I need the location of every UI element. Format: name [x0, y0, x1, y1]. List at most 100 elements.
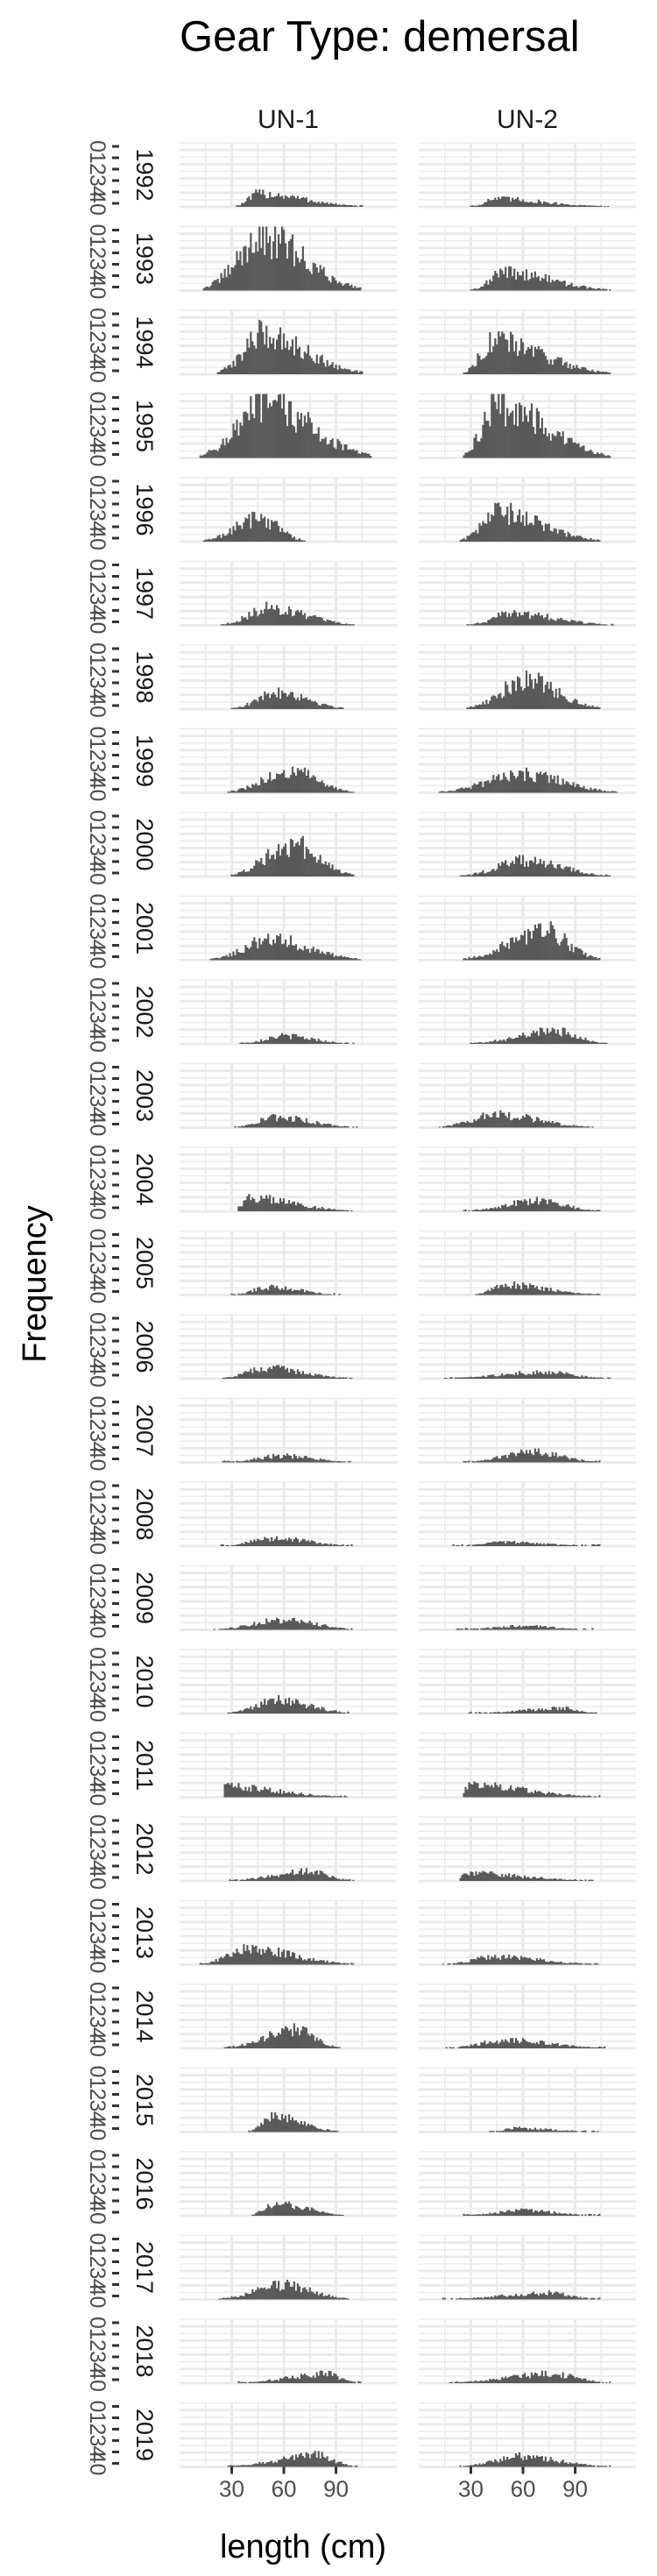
- histogram-bar: [539, 923, 541, 961]
- histogram-bar: [230, 1377, 233, 1379]
- histogram-bar: [581, 1125, 583, 1128]
- histogram-bar: [264, 394, 266, 458]
- histogram-bar: [558, 1628, 561, 1630]
- histogram-bar: [542, 279, 545, 291]
- histogram-bar: [546, 681, 548, 709]
- y-tick-label: 40: [85, 2200, 110, 2225]
- histogram-bar: [300, 2120, 302, 2132]
- histogram-bar: [296, 768, 300, 793]
- histogram-bar: [505, 1789, 507, 1798]
- histogram-bar: [555, 783, 557, 793]
- histogram-bar: [236, 707, 238, 709]
- histogram-bar: [491, 514, 493, 542]
- histogram-bar: [343, 1962, 346, 1965]
- histogram-bar: [519, 1542, 523, 1546]
- histogram-bar: [317, 1874, 320, 1881]
- histogram-bar: [584, 623, 587, 626]
- histogram-bar: [494, 951, 497, 961]
- histogram-bar: [300, 413, 302, 458]
- histogram-bar: [508, 2128, 511, 2132]
- histogram-bar: [230, 1544, 233, 1546]
- histogram-bar: [565, 1291, 568, 1295]
- histogram-bar: [277, 774, 280, 793]
- histogram-bar: [258, 696, 261, 709]
- histogram-bar: [457, 1377, 460, 1379]
- histogram-bar: [282, 1289, 286, 1295]
- histogram-bar: [336, 2131, 339, 2132]
- histogram-bar: [234, 1879, 237, 1881]
- histogram-bar: [583, 1459, 585, 1463]
- histogram-bar: [267, 1289, 270, 1295]
- histogram-bar: [284, 243, 287, 291]
- histogram-bar: [598, 958, 601, 961]
- panel-background: [419, 1231, 636, 1295]
- histogram-bar: [492, 695, 495, 709]
- histogram-bar: [581, 1039, 583, 1044]
- histogram-bar: [492, 515, 495, 542]
- histogram-bar: [491, 1956, 493, 1965]
- histogram-bar: [301, 1205, 304, 1211]
- histogram-bar: [548, 275, 550, 291]
- y-tick-label: 1: [85, 1575, 110, 1587]
- histogram-bar: [352, 791, 355, 793]
- histogram-bar: [229, 1461, 231, 1463]
- histogram-bar: [342, 1543, 344, 1546]
- histogram-bar: [567, 1032, 569, 1044]
- y-tick-label: 4: [85, 186, 110, 198]
- histogram-bar: [350, 1543, 353, 1546]
- histogram-bar: [264, 865, 266, 876]
- histogram-bar: [286, 1621, 289, 1630]
- histogram-bar: [237, 1952, 240, 1965]
- histogram-bar: [533, 782, 537, 793]
- histogram-bar: [236, 948, 238, 961]
- histogram-bar: [535, 1370, 539, 1379]
- histogram-bar: [335, 2130, 337, 2132]
- histogram-bar: [255, 1945, 258, 1965]
- histogram-bar: [544, 771, 547, 793]
- histogram-bar: [505, 947, 507, 961]
- histogram-bar: [530, 860, 533, 876]
- histogram-bar: [244, 1460, 247, 1463]
- histogram-bar: [264, 1370, 266, 1379]
- histogram-bar: [597, 1543, 599, 1546]
- histogram-bar: [542, 772, 545, 793]
- histogram-bar: [518, 940, 521, 961]
- histogram-bar: [225, 437, 228, 458]
- histogram-bar: [280, 1458, 284, 1463]
- histogram-bar: [307, 1290, 309, 1295]
- histogram-bar: [442, 791, 444, 793]
- histogram-bar: [546, 359, 548, 374]
- histogram-bar: [300, 1957, 302, 1965]
- histogram-bar: [296, 1700, 300, 1714]
- histogram-bar: [492, 346, 495, 374]
- histogram-bar: [563, 1962, 566, 1965]
- histogram-bar: [607, 372, 610, 374]
- histogram-bar: [591, 790, 594, 793]
- histogram-bar: [533, 434, 537, 458]
- histogram-bar: [303, 198, 306, 207]
- histogram-bar: [272, 400, 275, 458]
- histogram-bar: [508, 266, 511, 291]
- histogram-bar: [588, 287, 590, 291]
- histogram-bar: [258, 614, 261, 626]
- histogram-bar: [590, 873, 592, 876]
- histogram-bar: [489, 2131, 491, 2132]
- histogram-bar: [321, 1960, 323, 1965]
- histogram-bar: [301, 1538, 304, 1546]
- y-tick-label: 40: [85, 693, 110, 718]
- histogram-bar: [471, 1460, 474, 1463]
- histogram-bar: [466, 1544, 469, 1546]
- histogram-bar: [548, 1033, 550, 1044]
- histogram-bar: [303, 1704, 306, 1714]
- histogram-bar: [264, 1877, 266, 1881]
- histogram-bar: [269, 1948, 272, 1965]
- histogram-bar: [223, 268, 226, 291]
- histogram-bar: [584, 1796, 587, 1798]
- histogram-bar: [271, 1951, 273, 1965]
- histogram-bar: [286, 777, 289, 793]
- y-tick-label: 4: [85, 437, 110, 450]
- y-tick-label: 0: [85, 1731, 110, 1743]
- histogram-bar: [551, 1451, 554, 1463]
- histogram-bar: [284, 612, 287, 626]
- histogram-bar: [342, 450, 344, 458]
